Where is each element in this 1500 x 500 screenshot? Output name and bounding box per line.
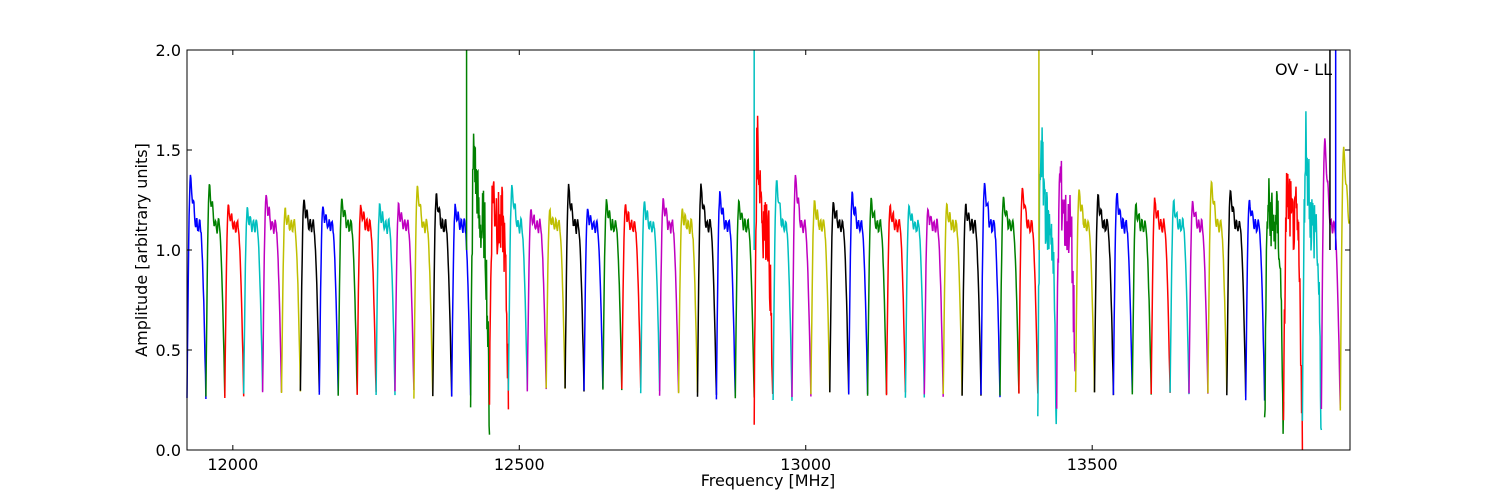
spectral-band-55	[1226, 189, 1247, 397]
spectral-band-24	[639, 201, 661, 394]
spectral-band-5	[280, 207, 302, 394]
spectral-band-42	[980, 182, 1001, 398]
spectral-band-47	[1074, 189, 1096, 393]
spectral-band-40	[942, 202, 963, 396]
spectral-band-50	[1131, 202, 1152, 395]
chart-annotation: OV - LL	[1275, 60, 1332, 79]
spectral-band-16	[488, 181, 510, 410]
spectral-band-9	[356, 204, 377, 395]
spectral-band-8	[337, 198, 358, 396]
spectral-band-54	[1207, 179, 1228, 394]
spectral-band-32	[791, 174, 812, 398]
x-tick-label-1: 12500	[494, 455, 545, 474]
y-tick-label-0: 0.0	[156, 441, 181, 460]
spectral-band-31	[772, 180, 793, 401]
spectral-band-35	[847, 191, 869, 395]
spectral-band-10	[375, 203, 396, 396]
spectral-band-37	[885, 203, 907, 396]
y-axis-ticks: 0.0 0.5 1.0 1.5 2.0	[156, 41, 1350, 460]
spectral-band-20	[564, 183, 585, 392]
x-axis-ticks: 12000 12500 13000 13500	[207, 50, 1118, 474]
spectral-band-18	[526, 209, 547, 392]
spectral-band-33	[810, 200, 831, 395]
spectral-band-15	[469, 133, 491, 435]
spectral-band-53	[1188, 200, 1209, 394]
spectral-band-21	[583, 208, 604, 391]
spectral-band-11	[394, 201, 415, 392]
series-layer	[186, 50, 1351, 451]
spectral-band-48	[1093, 193, 1115, 396]
spectral-band-12	[413, 185, 434, 399]
y-tick-label-2: 1.0	[156, 241, 181, 260]
spectral-band-39	[923, 207, 944, 397]
x-tick-label-0: 12000	[207, 455, 258, 474]
spectral-band-41	[961, 203, 982, 396]
spectral-band-45	[1037, 127, 1058, 425]
spectral-band-59	[1301, 111, 1323, 431]
spectral-band-34	[829, 201, 850, 394]
spectral-band-29	[734, 198, 755, 399]
spectral-band-1	[205, 184, 226, 397]
y-tick-label-1: 0.5	[156, 341, 181, 360]
spectral-band-2	[224, 204, 245, 399]
x-tick-label-3: 13500	[1067, 455, 1118, 474]
spectral-band-30	[753, 115, 774, 425]
spectral-band-7	[318, 206, 339, 395]
spectral-band-51	[1150, 197, 1171, 395]
spectral-band-58	[1282, 172, 1304, 451]
spectral-band-36	[866, 197, 888, 396]
spectral-band-22	[602, 199, 623, 391]
x-tick-label-2: 13000	[780, 455, 831, 474]
spectral-band-13	[432, 193, 453, 397]
y-tick-label-3: 1.5	[156, 141, 181, 160]
spectral-band-49	[1112, 192, 1134, 395]
spectral-band-43	[999, 196, 1020, 396]
spectral-band-17	[507, 184, 529, 391]
spectral-band-25	[658, 198, 680, 396]
spectral-band-3	[242, 207, 264, 394]
spectral-band-44	[1018, 187, 1039, 394]
spectral-band-56	[1244, 199, 1266, 401]
spectral-band-4	[261, 194, 283, 393]
spectral-band-26	[677, 208, 699, 394]
spectral-band-38	[904, 203, 926, 398]
spectral-band-46	[1055, 160, 1077, 409]
y-axis-label: Amplitude [arbitrary units]	[132, 143, 151, 357]
spectral-band-23	[621, 204, 642, 389]
x-axis-label: Frequency [MHz]	[701, 471, 835, 490]
spectral-band-61	[1339, 146, 1351, 411]
spectral-band-19	[545, 206, 566, 389]
spectral-band-6	[299, 199, 321, 393]
spectral-band-60	[1320, 138, 1342, 410]
y-tick-label-4: 2.0	[156, 41, 181, 60]
spectral-band-14	[450, 203, 472, 397]
spectral-band-28	[715, 191, 737, 400]
spectral-band-52	[1169, 198, 1190, 395]
spectral-band-27	[696, 183, 718, 397]
spectral-band-57	[1263, 178, 1285, 434]
spectral-band-0	[186, 174, 207, 400]
